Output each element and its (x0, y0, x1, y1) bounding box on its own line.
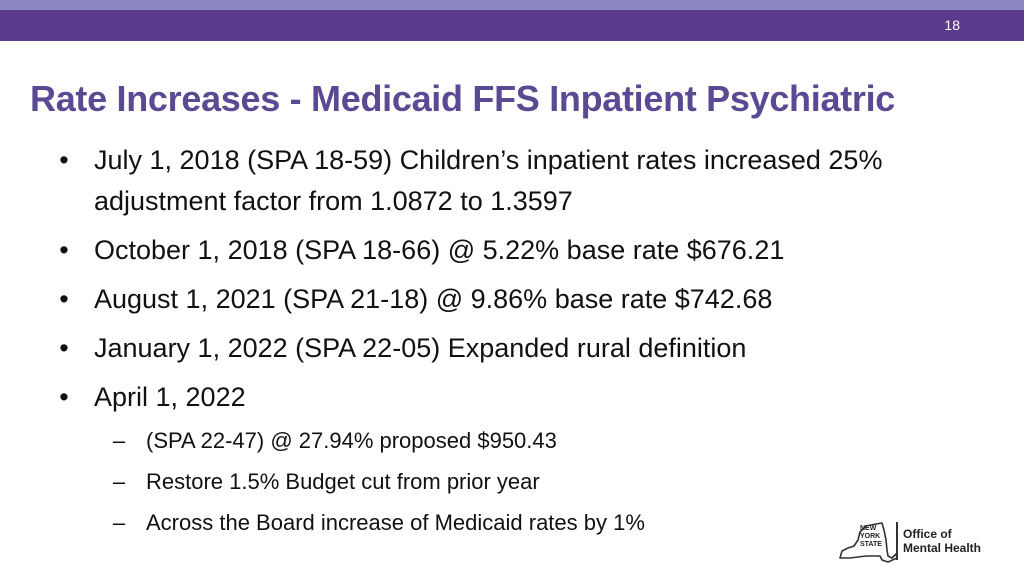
slide-title: Rate Increases - Medicaid FFS Inpatient … (30, 78, 895, 119)
sub-bullet-text: Restore 1.5% Budget cut from prior year (146, 469, 540, 494)
new-york-state-map-icon (839, 522, 898, 563)
sub-bullet-glyph: – (112, 469, 126, 494)
bullet-item: • April 1, 2022 – (SPA 22-47) @ 27.94% p… (56, 377, 956, 540)
bullet-item: • January 1, 2022 (SPA 22-05) Expanded r… (56, 328, 956, 369)
sub-bullet-glyph: – (112, 510, 126, 535)
sub-bullet-item: – Restore 1.5% Budget cut from prior yea… (108, 465, 956, 499)
logo-office-name: Office of Mental Health (903, 527, 982, 555)
bullet-glyph: • (59, 284, 69, 314)
sub-bullet-glyph: – (112, 428, 126, 453)
sub-bullet-item: – Across the Board increase of Medicaid … (108, 506, 956, 540)
bullet-item: • July 1, 2018 (SPA 18-59) Children’s in… (56, 140, 956, 222)
bullet-glyph: • (59, 382, 69, 412)
bullet-text: August 1, 2021 (SPA 21-18) @ 9.86% base … (94, 284, 773, 314)
sub-bullet-list: – (SPA 22-47) @ 27.94% proposed $950.43 … (108, 424, 956, 540)
header-bar (0, 10, 1024, 41)
bullet-item: • October 1, 2018 (SPA 18-66) @ 5.22% ba… (56, 230, 956, 271)
bullet-list: • July 1, 2018 (SPA 18-59) Children’s in… (56, 140, 956, 548)
sub-bullet-item: – (SPA 22-47) @ 27.94% proposed $950.43 (108, 424, 956, 458)
logo-divider (896, 522, 898, 560)
bullet-glyph: • (59, 333, 69, 363)
bullet-text: April 1, 2022 (94, 382, 246, 412)
bullet-item: • August 1, 2021 (SPA 21-18) @ 9.86% bas… (56, 279, 956, 320)
page-number: 18 (944, 17, 960, 33)
bullet-glyph: • (59, 145, 69, 175)
bullet-glyph: • (59, 235, 69, 265)
omh-logo: NEW YORK STATE Office of Mental Health (836, 518, 988, 564)
header-accent-bar (0, 0, 1024, 10)
sub-bullet-text: (SPA 22-47) @ 27.94% proposed $950.43 (146, 428, 557, 453)
bullet-text: January 1, 2022 (SPA 22-05) Expanded rur… (94, 333, 747, 363)
sub-bullet-text: Across the Board increase of Medicaid ra… (146, 510, 645, 535)
logo-state-name: NEW YORK STATE (860, 525, 882, 548)
bullet-text: July 1, 2018 (SPA 18-59) Children’s inpa… (94, 145, 883, 216)
bullet-text: October 1, 2018 (SPA 18-66) @ 5.22% base… (94, 235, 785, 265)
